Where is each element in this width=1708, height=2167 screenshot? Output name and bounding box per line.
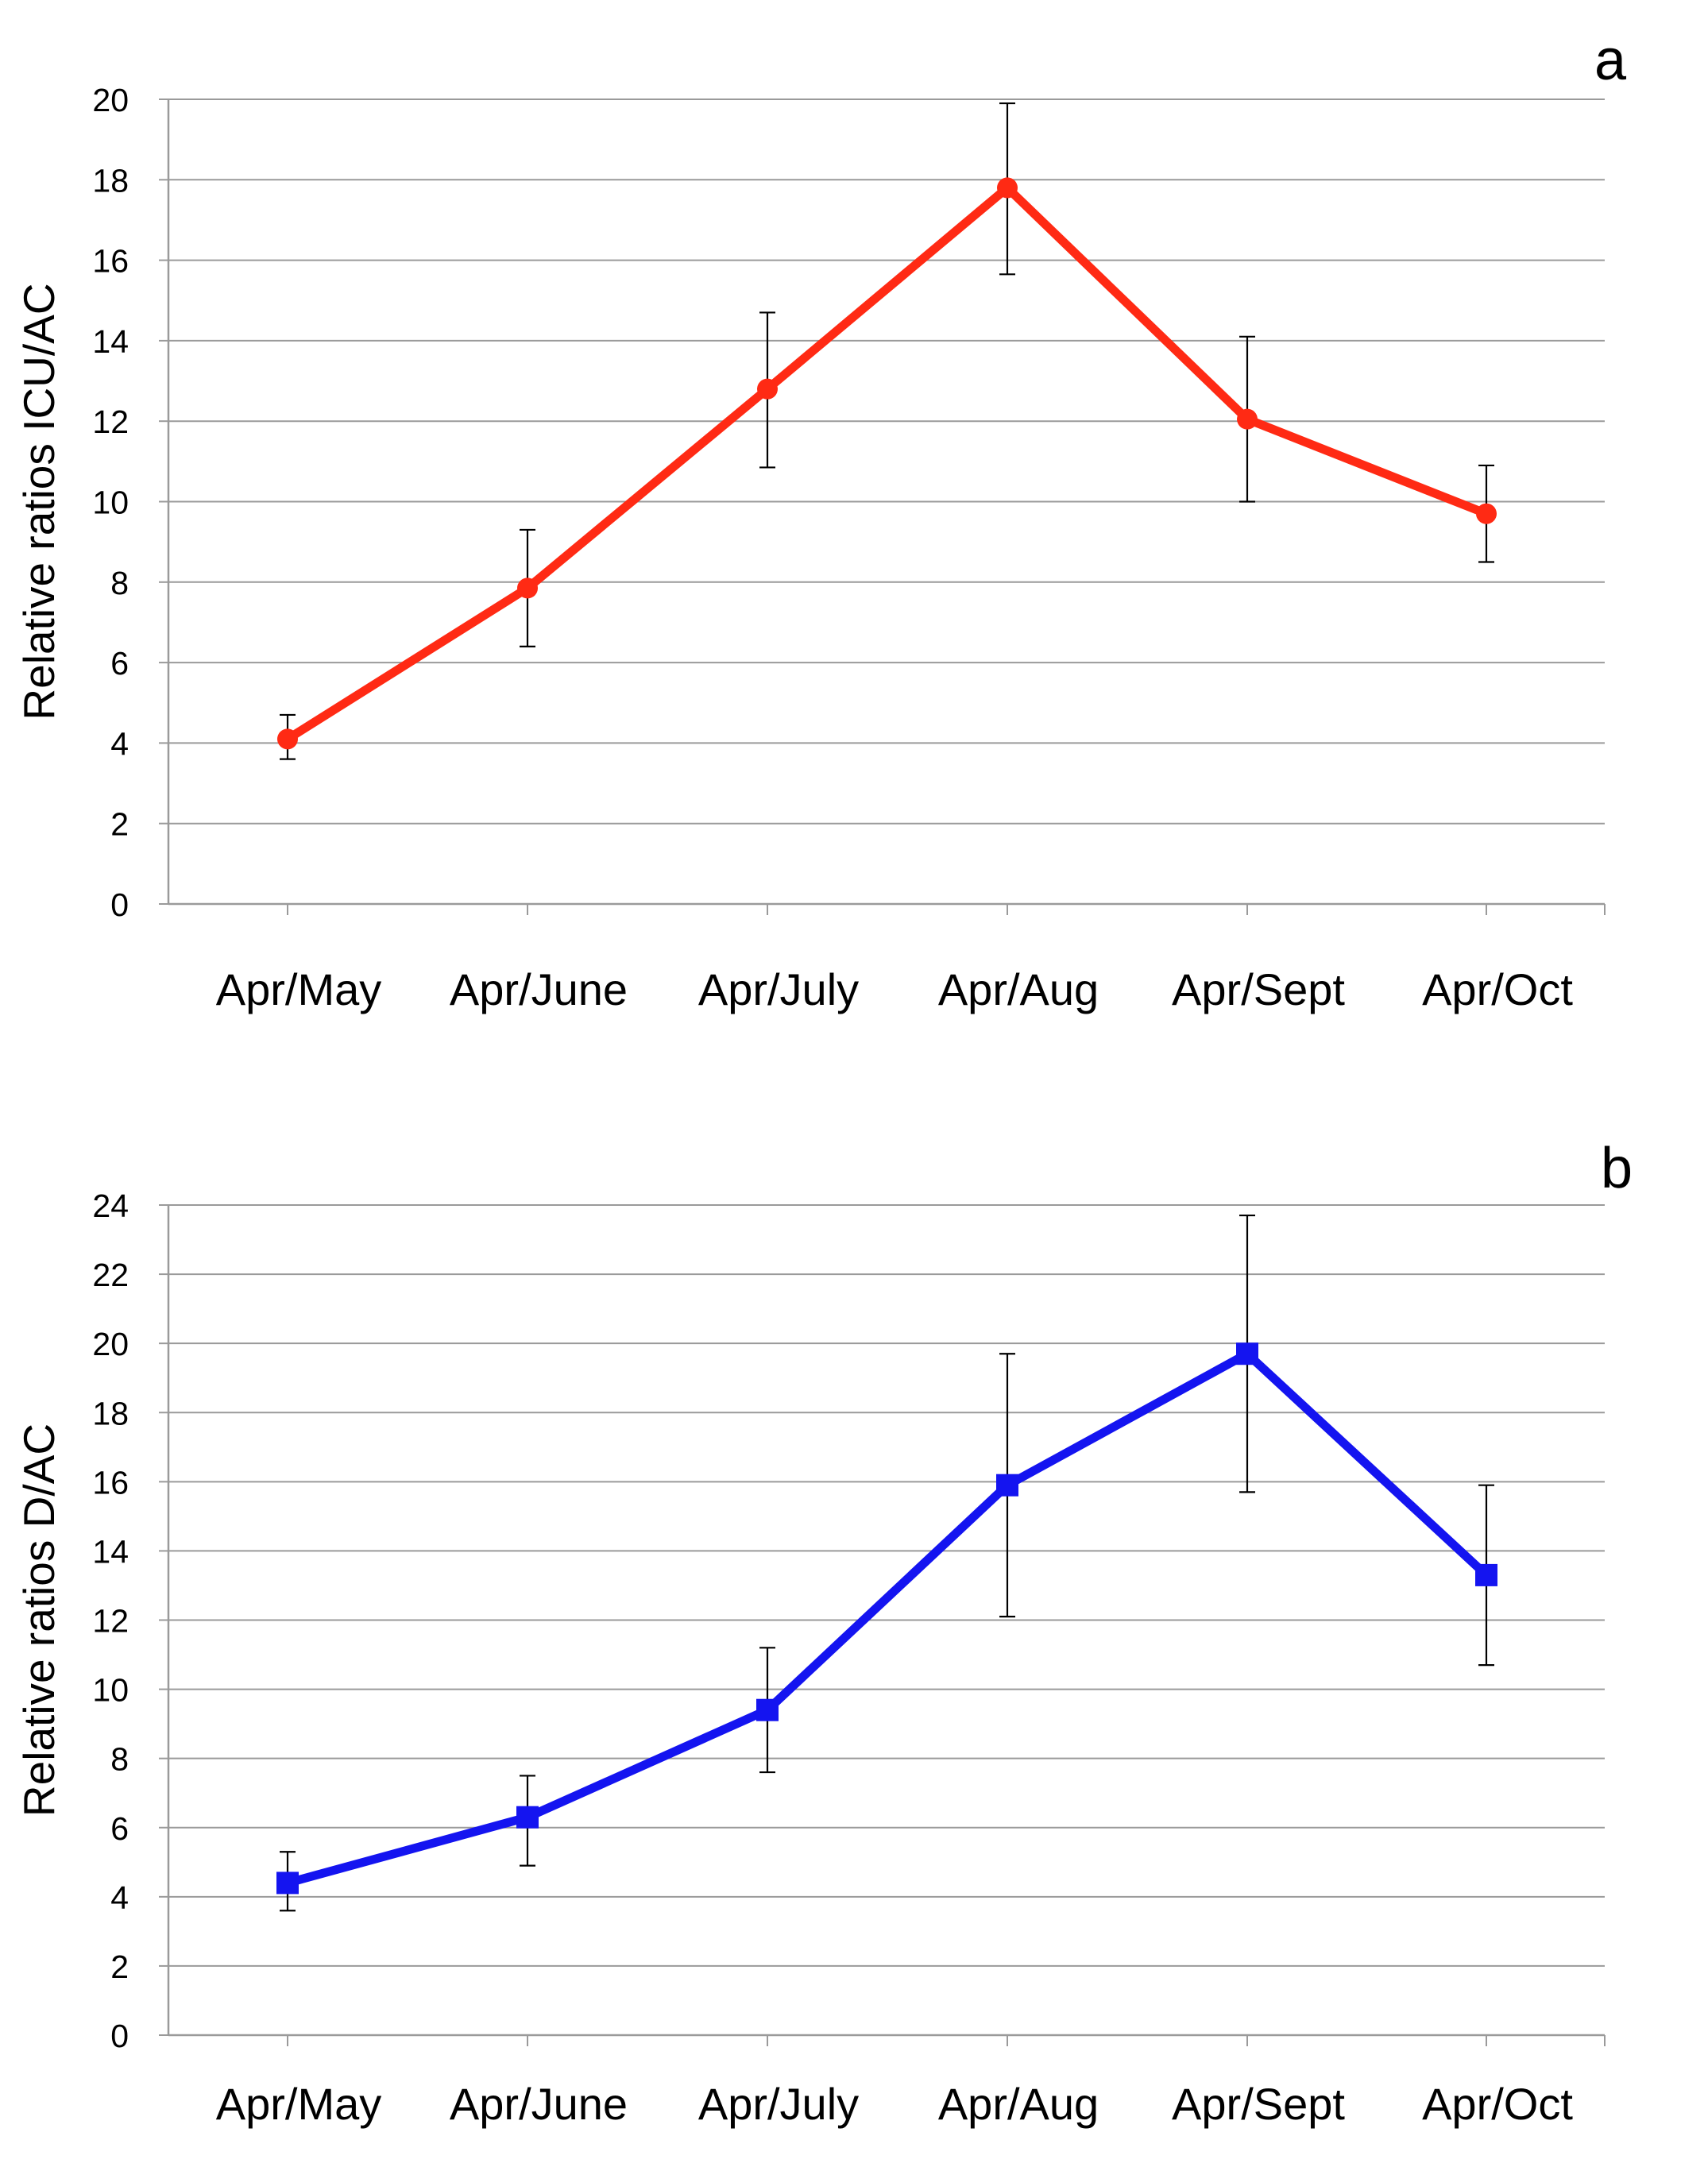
y-tick-label: 8 — [110, 1741, 129, 1778]
y-tick-label: 6 — [110, 645, 129, 682]
y-tick-label: 10 — [92, 1672, 129, 1709]
x-tick-label: Apr/Oct — [1422, 2079, 1573, 2129]
y-tick-label: 16 — [92, 1464, 129, 1501]
x-tick-label: Apr/Aug — [938, 964, 1099, 1014]
data-point — [997, 177, 1018, 199]
data-point — [996, 1474, 1018, 1497]
data-point — [756, 1698, 779, 1721]
x-tick-label: Apr/Sept — [1172, 2079, 1345, 2129]
y-axis-title: Relative ratios ICU/AC — [14, 283, 64, 720]
y-tick-label: 2 — [110, 1949, 129, 1985]
data-point — [276, 1872, 299, 1895]
y-tick-label: 0 — [110, 886, 129, 923]
y-tick-label: 14 — [92, 323, 129, 360]
data-point — [517, 577, 538, 599]
y-tick-label: 12 — [92, 1603, 129, 1640]
data-point — [1237, 408, 1258, 430]
x-tick-label: Apr/July — [698, 964, 859, 1014]
x-tick-label: Apr/Oct — [1422, 964, 1573, 1014]
x-tick-label: Apr/Sept — [1172, 964, 1345, 1014]
y-tick-label: 24 — [92, 1188, 129, 1224]
y-tick-label: 6 — [110, 1810, 129, 1847]
data-point — [516, 1806, 539, 1829]
series-line — [283, 1349, 1491, 1887]
x-tick-label: Apr/June — [450, 2079, 628, 2129]
y-tick-label: 10 — [92, 485, 129, 521]
y-tick-label: 18 — [92, 1395, 129, 1431]
y-tick-label: 12 — [92, 404, 129, 440]
y-tick-label: 20 — [92, 1326, 129, 1362]
series-line — [283, 183, 1491, 744]
y-tick-label: 4 — [110, 725, 129, 762]
x-tick-label: Apr/May — [216, 964, 382, 1014]
y-tick-label: 20 — [92, 82, 129, 118]
y-tick-label: 18 — [92, 162, 129, 199]
x-tick-label: Apr/May — [216, 2079, 382, 2129]
panel-label: b — [1601, 1137, 1633, 1200]
data-point — [1475, 1563, 1497, 1586]
y-tick-label: 8 — [110, 565, 129, 601]
y-tick-label: 0 — [110, 2018, 129, 2054]
y-tick-label: 22 — [92, 1257, 129, 1293]
data-point — [757, 378, 778, 400]
y-tick-label: 4 — [110, 1879, 129, 1916]
panel-label: a — [1594, 29, 1627, 92]
data-point — [1236, 1342, 1258, 1365]
data-point — [277, 728, 298, 750]
x-tick-label: Apr/June — [450, 964, 628, 1014]
y-axis-title: Relative ratios D/AC — [14, 1423, 64, 1817]
data-point — [1476, 503, 1497, 524]
y-tick-label: 14 — [92, 1533, 129, 1570]
chart-panel-a: 0 2 4 6 8 10 12 14 16 18 20 Apr/May Apr/June Apr/July… — [14, 29, 1627, 1014]
y-tick-label: 2 — [110, 806, 129, 843]
y-tick-label: 16 — [92, 243, 129, 280]
x-tick-label: Apr/July — [698, 2079, 859, 2129]
x-tick-label: Apr/Aug — [938, 2079, 1099, 2129]
